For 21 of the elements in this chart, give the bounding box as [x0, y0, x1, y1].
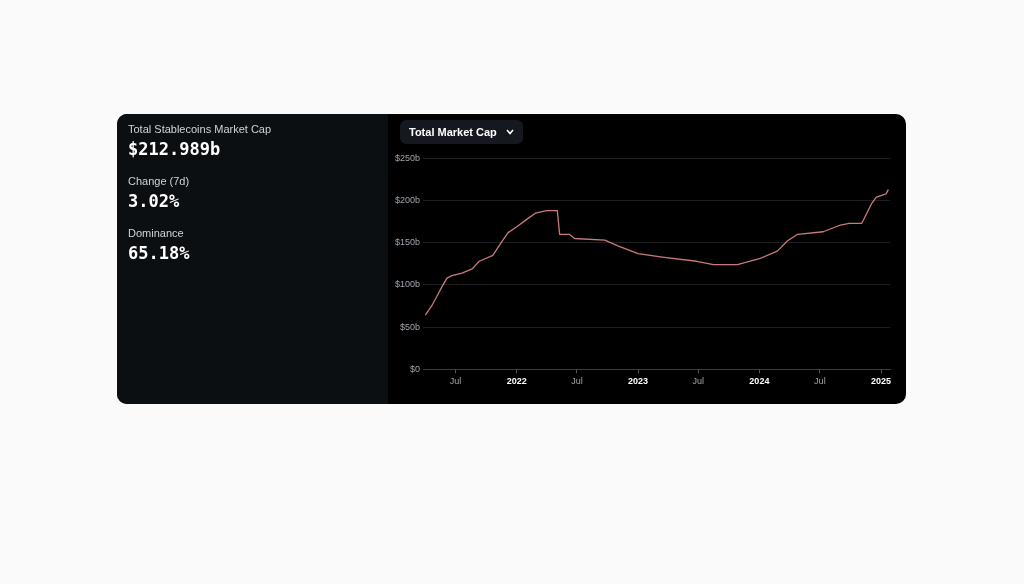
chart-title: Total Market Cap — [400, 120, 523, 144]
x-tick-label: 2023 — [628, 376, 649, 387]
y-tick-label: $200b — [395, 195, 421, 206]
text: Dominance — [128, 227, 184, 239]
x-tick-label: Jul — [449, 376, 462, 387]
y-tick-label: $0 — [410, 363, 421, 374]
text: $212.989b — [128, 139, 221, 159]
x-tick-label: Jul — [814, 376, 826, 387]
x-tick-label: 2024 — [749, 376, 770, 387]
x-tick-label: Jul — [571, 376, 583, 387]
x-tick-label: 2025 — [871, 376, 892, 387]
y-tick-label: $250b — [395, 152, 421, 163]
y-tick-label: $100b — [395, 279, 421, 290]
x-tick-label: Jul — [692, 376, 704, 387]
y-tick-label: $150b — [395, 237, 421, 248]
text: 65.18% — [128, 243, 190, 263]
y-tick-label: $50b — [400, 321, 421, 332]
text: Total Stablecoins Market Cap — [128, 123, 272, 135]
text: Change (7d) — [128, 175, 190, 187]
text: 3.02% — [128, 191, 180, 211]
x-tick-label: 2022 — [506, 376, 527, 387]
